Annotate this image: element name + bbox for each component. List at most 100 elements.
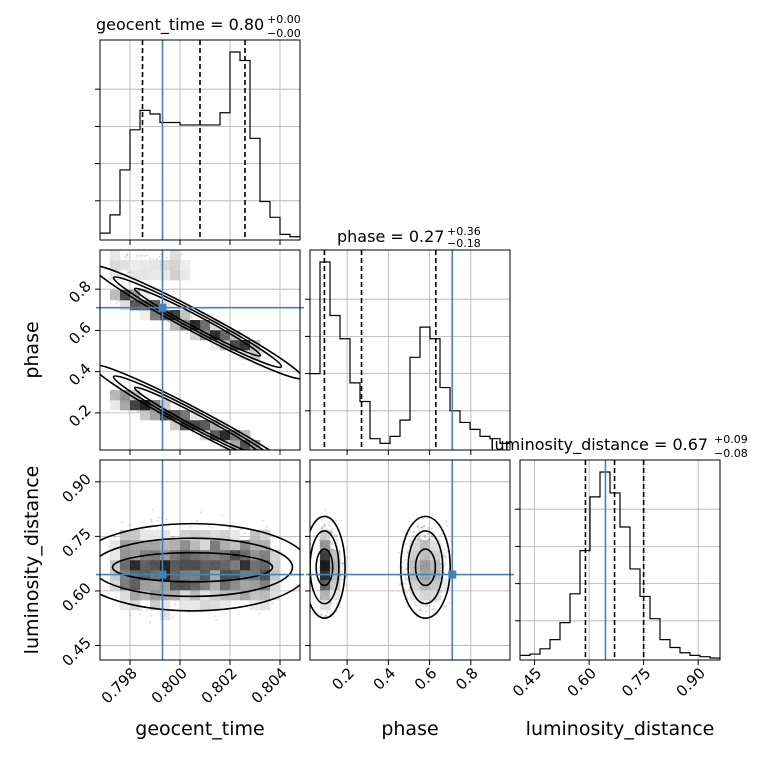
sample-point xyxy=(335,610,339,613)
density-cell xyxy=(160,580,171,591)
sample-point xyxy=(199,511,202,514)
panel-frame xyxy=(519,459,721,661)
density-cell xyxy=(200,560,211,571)
sample-point xyxy=(180,253,184,256)
x-tick-label: 0.800 xyxy=(148,664,191,707)
sample-point xyxy=(115,595,118,599)
density-cell xyxy=(220,330,231,341)
density-cell xyxy=(230,590,241,601)
sample-point xyxy=(335,535,338,538)
density-cell xyxy=(120,300,131,311)
density-cell xyxy=(180,550,191,561)
density-cell xyxy=(230,540,241,551)
sample-point xyxy=(335,519,338,523)
sample-point xyxy=(171,616,174,619)
density-cell xyxy=(200,420,211,431)
density-cell xyxy=(180,530,191,541)
contour-lower-band xyxy=(112,375,283,450)
sample-point xyxy=(158,255,161,258)
density-cell xyxy=(250,580,261,591)
density-cell xyxy=(210,600,221,611)
sample-point xyxy=(330,531,334,534)
sample-point xyxy=(120,521,123,524)
density-cell xyxy=(120,600,131,611)
density-cell xyxy=(160,270,171,281)
sample-point xyxy=(138,613,142,616)
density-cell xyxy=(200,530,211,541)
sample-point xyxy=(145,254,149,257)
density-cell xyxy=(140,540,151,551)
sample-point xyxy=(174,599,177,603)
density-cell xyxy=(180,560,191,571)
sample-point xyxy=(210,526,213,529)
joint-content xyxy=(100,250,300,450)
density-cell xyxy=(210,560,221,571)
y-tick-label: 0.4 xyxy=(65,360,95,390)
sample-point xyxy=(124,255,127,258)
x-tick-label: 0.90 xyxy=(673,664,709,700)
x-tick-label: 0.804 xyxy=(248,664,291,707)
sample-point xyxy=(240,528,243,531)
density-cell xyxy=(180,270,191,281)
sample-point xyxy=(190,315,193,318)
density-cell xyxy=(140,580,151,591)
density-cell xyxy=(180,260,191,271)
density-cell xyxy=(190,540,201,551)
histogram-step xyxy=(520,471,720,659)
density-cell xyxy=(220,580,231,591)
sample-point xyxy=(234,602,237,605)
density-cell xyxy=(260,530,271,541)
density-cell xyxy=(120,590,131,601)
sample-point xyxy=(115,301,118,304)
density-cell xyxy=(130,300,141,311)
density-cell xyxy=(160,560,171,571)
density-cell xyxy=(170,250,181,261)
sample-point xyxy=(228,526,232,529)
density-cell xyxy=(170,320,181,331)
density-cell xyxy=(130,540,141,551)
joint-content xyxy=(310,508,455,621)
density-cell xyxy=(260,560,271,571)
density-cell xyxy=(200,600,211,611)
contour-upper-band xyxy=(112,276,283,369)
density-cell xyxy=(180,540,191,551)
density-cell xyxy=(230,330,241,341)
sample-point xyxy=(335,534,338,537)
density-cell xyxy=(170,260,181,271)
density-cell xyxy=(130,530,141,541)
density-cell xyxy=(190,320,201,331)
sample-point xyxy=(171,536,174,539)
density-cell xyxy=(240,560,251,571)
x-tick-label: 0.75 xyxy=(618,664,654,700)
density-cell xyxy=(200,540,211,551)
sample-point xyxy=(266,526,269,529)
density-cell xyxy=(130,260,141,271)
density-cell xyxy=(140,530,151,541)
sample-point xyxy=(127,271,130,274)
density-cell xyxy=(200,320,211,331)
hist-panel-luminosity-distance: 0.45 0.60 0.75 0.90 xyxy=(509,459,721,700)
density-cell xyxy=(190,530,201,541)
density-cell xyxy=(260,600,271,611)
density-cell xyxy=(120,290,131,301)
density-cell xyxy=(160,540,171,551)
density-cell xyxy=(240,540,251,551)
density-cell xyxy=(210,580,221,591)
density-cell xyxy=(210,550,221,561)
density-cell xyxy=(120,530,131,541)
density-cell xyxy=(110,290,121,301)
sample-point xyxy=(107,557,110,560)
density-cell xyxy=(130,400,141,411)
sample-point xyxy=(158,516,161,520)
hist-panel-phase xyxy=(305,249,511,455)
density-cell xyxy=(220,600,231,611)
panel-frame xyxy=(99,459,301,661)
x-tick-label: 0.802 xyxy=(198,664,241,707)
sample-point xyxy=(140,254,144,257)
density-cell xyxy=(160,530,171,541)
sample-point xyxy=(323,516,326,520)
sample-point xyxy=(143,254,146,258)
sample-point xyxy=(150,520,153,523)
sample-point xyxy=(128,524,132,527)
